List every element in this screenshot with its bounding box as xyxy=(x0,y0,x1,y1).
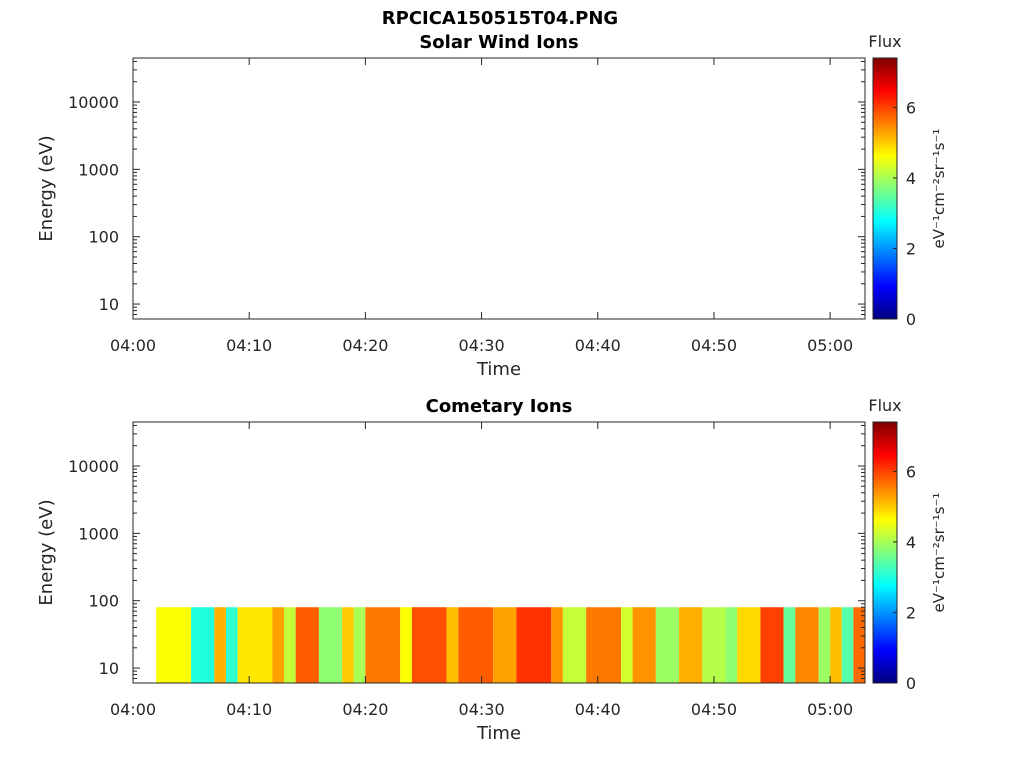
y-tick-label: 1000 xyxy=(78,160,119,179)
x-tick-label: 04:50 xyxy=(691,700,737,719)
colorbar-tick-label: 0 xyxy=(906,310,916,329)
panel-title: Cometary Ions xyxy=(426,396,573,417)
colorbar-label: Flux xyxy=(868,396,901,415)
spectrogram-segment xyxy=(191,607,215,683)
spectrogram-segment xyxy=(562,607,587,683)
spectrogram-segment xyxy=(272,607,285,683)
spectrogram-segment xyxy=(725,607,738,683)
spectrogram-data xyxy=(156,607,865,683)
spectrogram-segment xyxy=(795,607,819,683)
y-tick-label: 100 xyxy=(88,228,119,247)
spectrogram-segment xyxy=(632,607,656,683)
spectrogram-segment xyxy=(818,607,831,683)
spectrogram-segment xyxy=(830,607,842,683)
x-tick-label: 04:30 xyxy=(459,336,505,355)
y-tick-label: 10000 xyxy=(68,93,119,112)
spectrogram-segment xyxy=(679,607,703,683)
spectrogram-segment xyxy=(621,607,633,683)
colorbar-tick-label: 0 xyxy=(906,674,916,693)
x-axis-label: Time xyxy=(476,723,521,744)
plot-area xyxy=(132,421,866,684)
colorbar-tick-label: 4 xyxy=(906,169,916,188)
colorbar-tick-label: 6 xyxy=(906,98,916,117)
y-axis-label: Energy (eV) xyxy=(36,135,57,241)
figure-title: RPCICA150515T04.PNG xyxy=(382,8,618,29)
spectrogram-segment xyxy=(655,607,680,683)
panel-title: Solar Wind Ions xyxy=(419,32,578,53)
spectrogram-segment xyxy=(225,607,238,683)
spectrogram-segment xyxy=(400,607,412,683)
x-tick-label: 04:10 xyxy=(226,700,272,719)
spectrogram-segment xyxy=(493,607,517,683)
x-tick-label: 04:20 xyxy=(342,336,388,355)
spectrogram-segment xyxy=(853,607,865,683)
x-tick-label: 04:30 xyxy=(459,700,505,719)
colorbar-tick-label: 6 xyxy=(906,462,916,481)
x-axis-label: Time xyxy=(476,359,521,380)
colorbar-tick-label: 2 xyxy=(906,239,916,258)
x-tick-label: 04:20 xyxy=(342,700,388,719)
colorbar-unit: eV⁻¹cm⁻²sr⁻¹s⁻¹ xyxy=(930,493,948,613)
spectrogram-segment xyxy=(760,607,784,683)
spectrogram-segment xyxy=(702,607,726,683)
colorbar-unit: eV⁻¹cm⁻²sr⁻¹s⁻¹ xyxy=(930,129,948,249)
spectrogram-segment xyxy=(318,607,343,683)
x-tick-label: 04:00 xyxy=(110,336,156,355)
spectrogram-segment xyxy=(214,607,226,683)
spectrogram-segment xyxy=(783,607,796,683)
colorbar-label: Flux xyxy=(868,32,901,51)
y-tick-label: 100 xyxy=(88,592,119,611)
spectrogram-segment xyxy=(516,607,552,683)
spectrogram-segment xyxy=(458,607,494,683)
colorbar xyxy=(872,421,898,684)
colorbar xyxy=(872,57,898,320)
colorbar-tick-label: 4 xyxy=(906,533,916,552)
y-axis-label: Energy (eV) xyxy=(36,499,57,605)
colorbar-tick-label: 2 xyxy=(906,603,916,622)
y-tick-label: 1000 xyxy=(78,524,119,543)
y-tick-label: 10000 xyxy=(68,457,119,476)
spectrogram-segment xyxy=(295,607,319,683)
y-tick-label: 10 xyxy=(99,659,119,678)
spectrogram-segment xyxy=(342,607,354,683)
y-tick-label: 10 xyxy=(99,295,119,314)
spectrogram-segment xyxy=(737,607,761,683)
x-tick-label: 04:10 xyxy=(226,336,272,355)
x-tick-label: 05:00 xyxy=(807,336,853,355)
spectrogram-segment xyxy=(551,607,563,683)
x-tick-label: 05:00 xyxy=(807,700,853,719)
spectrogram-segment xyxy=(411,607,447,683)
spectrogram-segment xyxy=(841,607,854,683)
spectrogram-segment xyxy=(156,607,192,683)
x-tick-label: 04:00 xyxy=(110,700,156,719)
x-tick-label: 04:50 xyxy=(691,336,737,355)
spectrogram-segment xyxy=(353,607,366,683)
x-tick-label: 04:40 xyxy=(575,700,621,719)
spectrogram-segment xyxy=(365,607,401,683)
spectrogram-segment xyxy=(446,607,459,683)
spectrogram-segment xyxy=(586,607,621,683)
plot-area xyxy=(132,57,866,320)
spectrogram-segment xyxy=(284,607,296,683)
spectrogram-segment xyxy=(237,607,273,683)
x-tick-label: 04:40 xyxy=(575,336,621,355)
